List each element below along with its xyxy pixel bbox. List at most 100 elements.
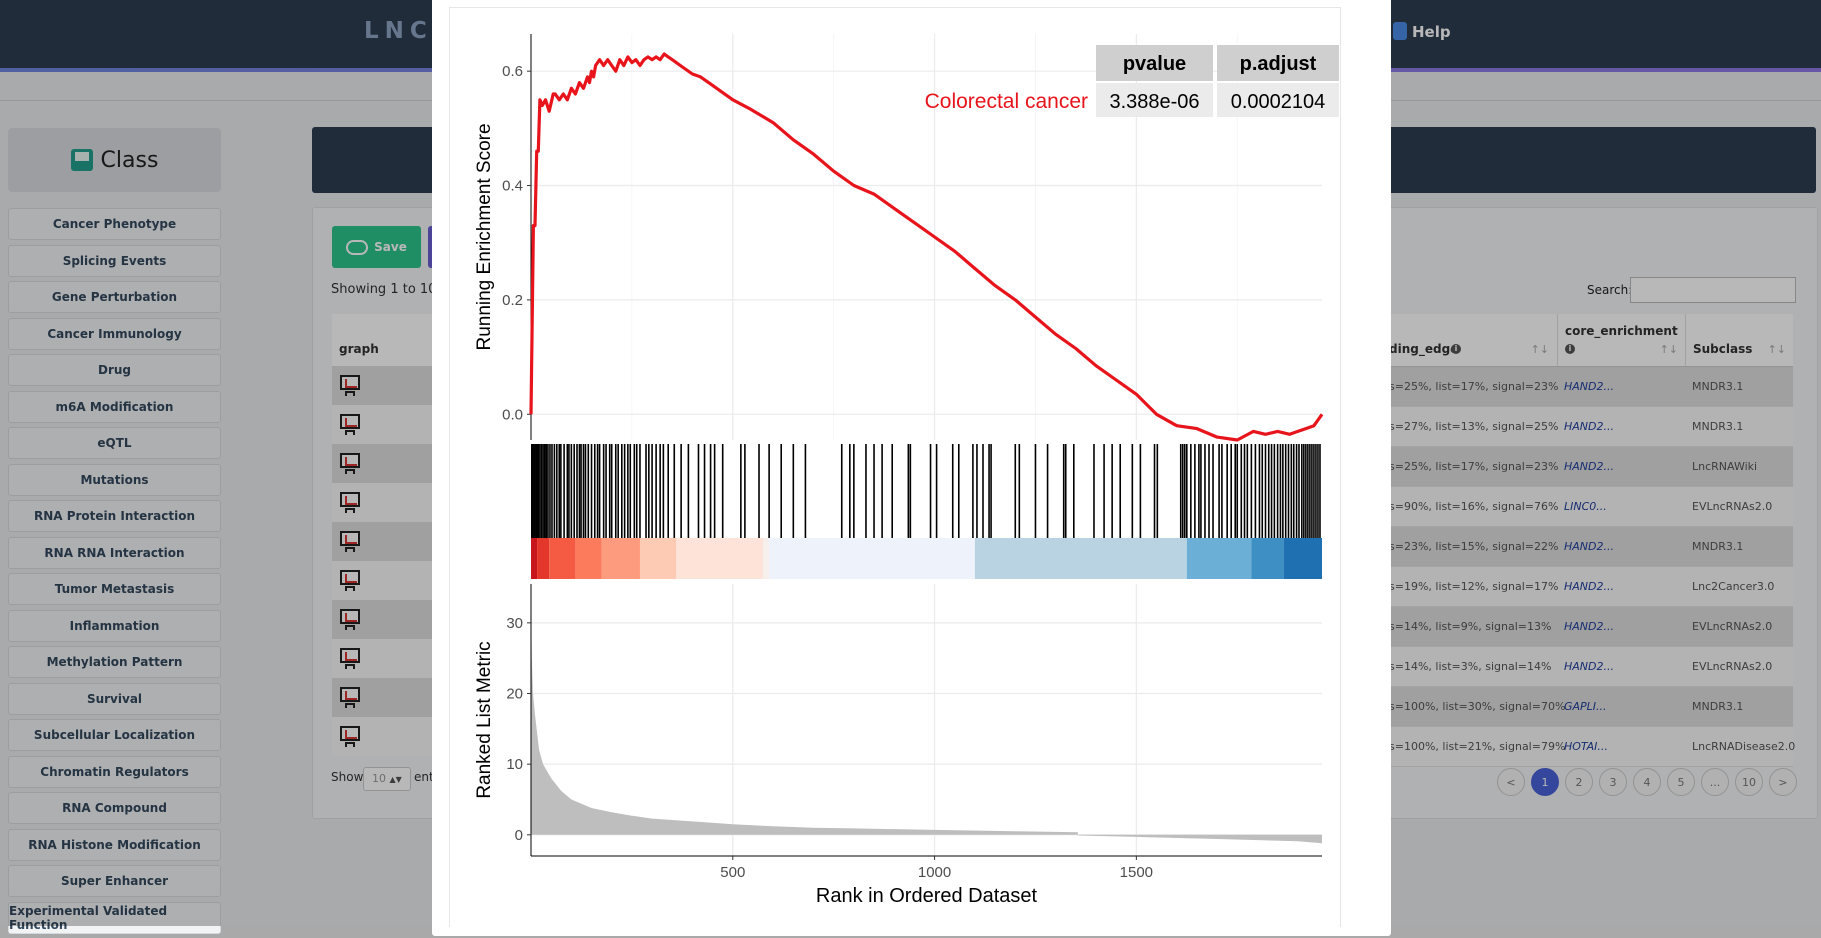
- table-row[interactable]: s=100%, list=21%, signal=79% HOTAI... LncR…: [1389, 727, 1795, 767]
- sort-icon: ↑↓: [1659, 343, 1678, 356]
- view-graph-icon[interactable]: [339, 726, 363, 748]
- table-row[interactable]: s=19%, list=12%, signal=17% HAND2... Lnc2C…: [1389, 567, 1793, 607]
- table-row[interactable]: s=90%, list=16%, signal=76% LINC0... EVLnc…: [1389, 487, 1793, 527]
- page-button[interactable]: 4: [1633, 768, 1661, 796]
- sidebar-item-eqtl[interactable]: eQTL: [8, 427, 221, 459]
- table-row[interactable]: s=25%, list=17%, signal=23% HAND2... MNDR3…: [1389, 367, 1793, 407]
- page-button[interactable]: 3: [1599, 768, 1627, 796]
- view-graph-icon[interactable]: [339, 375, 363, 397]
- sidebar-item-rna-histone-modification[interactable]: RNA Histone Modification: [8, 828, 221, 861]
- ranking-color-segment: [601, 538, 640, 579]
- core-enrichment-link[interactable]: GAPLI...: [1564, 700, 1607, 713]
- column-header-graph[interactable]: graph: [339, 342, 379, 356]
- sort-icon: ↑↓: [1767, 343, 1786, 356]
- sidebar-item-inflammation[interactable]: Inflammation: [8, 609, 221, 642]
- view-graph-icon[interactable]: [339, 609, 363, 631]
- chart-screen-icon: [340, 453, 360, 468]
- core-enrichment-link[interactable]: HAND2...: [1564, 420, 1614, 433]
- page-button[interactable]: 5: [1667, 768, 1695, 796]
- table-row[interactable]: s=100%, list=30%, signal=70% GAPLI... MNDR…: [1389, 687, 1793, 727]
- sidebar-item-subcellular-localization[interactable]: Subcellular Localization: [8, 719, 221, 751]
- page-button[interactable]: <: [1497, 768, 1525, 796]
- sidebar-item-rna-compound[interactable]: RNA Compound: [8, 792, 221, 824]
- view-graph-icon[interactable]: [339, 570, 363, 592]
- help-link[interactable]: Help: [1393, 22, 1451, 41]
- y-tick-label: 30: [506, 615, 523, 632]
- table-row[interactable]: s=27%, list=13%, signal=25% HAND2... MNDR3…: [1389, 407, 1793, 447]
- sidebar-item-mutations[interactable]: Mutations: [8, 463, 221, 496]
- sidebar-item-gene-perturbation[interactable]: Gene Perturbation: [8, 281, 221, 313]
- class-icon: [70, 149, 93, 171]
- annotation-value-1: 0.0002104: [1231, 91, 1326, 113]
- search-input[interactable]: [1630, 277, 1796, 303]
- view-graph-icon[interactable]: [339, 531, 363, 553]
- page-button[interactable]: ...: [1701, 768, 1729, 796]
- annotation-value-cell: [1217, 83, 1339, 117]
- x-tick-label: 500: [720, 864, 745, 881]
- monitor-stand-icon: [345, 742, 355, 747]
- column-header-subclass[interactable]: Subclass ↑↓: [1685, 314, 1794, 366]
- sidebar-item-rna-rna-interaction[interactable]: RNA RNA Interaction: [8, 536, 221, 569]
- core-enrichment-link[interactable]: LINC0...: [1564, 500, 1607, 513]
- core-enrichment-link[interactable]: HOTAI...: [1564, 740, 1608, 753]
- core-enrichment-link[interactable]: HAND2...: [1564, 620, 1614, 633]
- view-graph-icon[interactable]: [339, 648, 363, 670]
- entries-suffix: ent: [414, 770, 434, 784]
- column-header-leading-edge[interactable]: ding_edge i ↑↓: [1389, 314, 1557, 366]
- sidebar-item-methylation-pattern[interactable]: Methylation Pattern: [8, 646, 221, 678]
- ranking-color-segment: [537, 538, 550, 579]
- class-header: Class: [8, 128, 221, 192]
- ranking-color-segment: [1186, 538, 1252, 579]
- monitor-stand-icon: [345, 430, 355, 435]
- subclass-cell: Lnc2Cancer3.0: [1692, 580, 1775, 593]
- y-tick-label: 20: [506, 686, 523, 703]
- y-axis-label-enrichment: Running Enrichment Score: [474, 123, 495, 350]
- sidebar-item-cancer-phenotype[interactable]: Cancer Phenotype: [8, 208, 221, 240]
- view-graph-icon[interactable]: [339, 453, 363, 475]
- save-label: Save: [374, 240, 407, 254]
- leading-edge-cell: s=27%, list=13%, signal=25%: [1389, 420, 1559, 433]
- core-enrichment-link[interactable]: HAND2...: [1564, 460, 1614, 473]
- brand-prefix: LNC: [364, 18, 434, 44]
- column-header-core-enrichment[interactable]: core_enrichment i ↑↓: [1557, 314, 1686, 366]
- core-enrichment-link[interactable]: HAND2...: [1564, 580, 1614, 593]
- monitor-stand-icon: [345, 586, 355, 591]
- page-button[interactable]: >: [1769, 768, 1797, 796]
- table-row[interactable]: s=23%, list=15%, signal=22% HAND2... MNDR3…: [1389, 527, 1793, 567]
- monitor-stand-icon: [345, 664, 355, 669]
- table-row[interactable]: s=25%, list=17%, signal=23% HAND2... LncRN…: [1389, 447, 1793, 487]
- chart-screen-icon: [340, 687, 360, 702]
- core-enrichment-link[interactable]: HAND2...: [1564, 540, 1614, 553]
- x-axis-label: Rank in Ordered Dataset: [816, 885, 1038, 907]
- sidebar-item-super-enhancer[interactable]: Super Enhancer: [8, 865, 221, 897]
- y-tick-label: 0.0: [502, 406, 523, 423]
- chart-screen-icon: [340, 726, 360, 741]
- view-graph-icon[interactable]: [339, 492, 363, 514]
- sidebar-item-m6a-modification[interactable]: m6A Modification: [8, 390, 221, 423]
- page-button[interactable]: 10: [1735, 768, 1763, 796]
- sidebar-item-drug[interactable]: Drug: [8, 354, 221, 386]
- sidebar-item-cancer-immunology[interactable]: Cancer Immunology: [8, 317, 221, 350]
- sidebar-item-splicing-events[interactable]: Splicing Events: [8, 244, 221, 277]
- annotation-header-cell: [1096, 45, 1213, 81]
- sidebar-item-tumor-metastasis[interactable]: Tumor Metastasis: [8, 573, 221, 605]
- table-body-right: s=25%, list=17%, signal=23% HAND2... MNDR3…: [1389, 367, 1795, 767]
- sidebar-item-chromatin-regulators[interactable]: Chromatin Regulators: [8, 755, 221, 788]
- core-enrichment-link[interactable]: HAND2...: [1564, 380, 1614, 393]
- table-row[interactable]: s=14%, list=3%, signal=14% HAND2... EVLncR…: [1389, 647, 1793, 687]
- ranking-color-segment: [549, 538, 576, 579]
- save-button[interactable]: Save: [332, 226, 421, 268]
- ranking-color-segment: [763, 538, 770, 579]
- sidebar-item-rna-protein-interaction[interactable]: RNA Protein Interaction: [8, 500, 221, 532]
- table-row[interactable]: s=14%, list=9%, signal=13% HAND2... EVLncR…: [1389, 607, 1793, 647]
- results-table-right: ding_edge i ↑↓ core_enrichment i ↑↓ Subc…: [1389, 314, 1795, 767]
- ranking-color-segment: [676, 538, 764, 579]
- view-graph-icon[interactable]: [339, 414, 363, 436]
- page-button[interactable]: 1: [1531, 768, 1559, 796]
- view-graph-icon[interactable]: [339, 687, 363, 709]
- sidebar-item-survival[interactable]: Survival: [8, 682, 221, 715]
- ranking-color-segment: [575, 538, 602, 579]
- core-enrichment-link[interactable]: HAND2...: [1564, 660, 1614, 673]
- entries-select[interactable]: 10 ▲▼: [363, 767, 411, 791]
- page-button[interactable]: 2: [1565, 768, 1593, 796]
